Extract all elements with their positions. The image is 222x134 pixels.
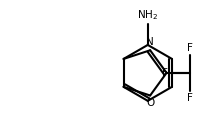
Text: F: F: [186, 93, 192, 103]
Text: NH$_2$: NH$_2$: [137, 8, 158, 22]
Text: F: F: [163, 68, 168, 78]
Text: N: N: [146, 37, 154, 47]
Text: O: O: [146, 98, 154, 108]
Text: F: F: [186, 43, 192, 53]
